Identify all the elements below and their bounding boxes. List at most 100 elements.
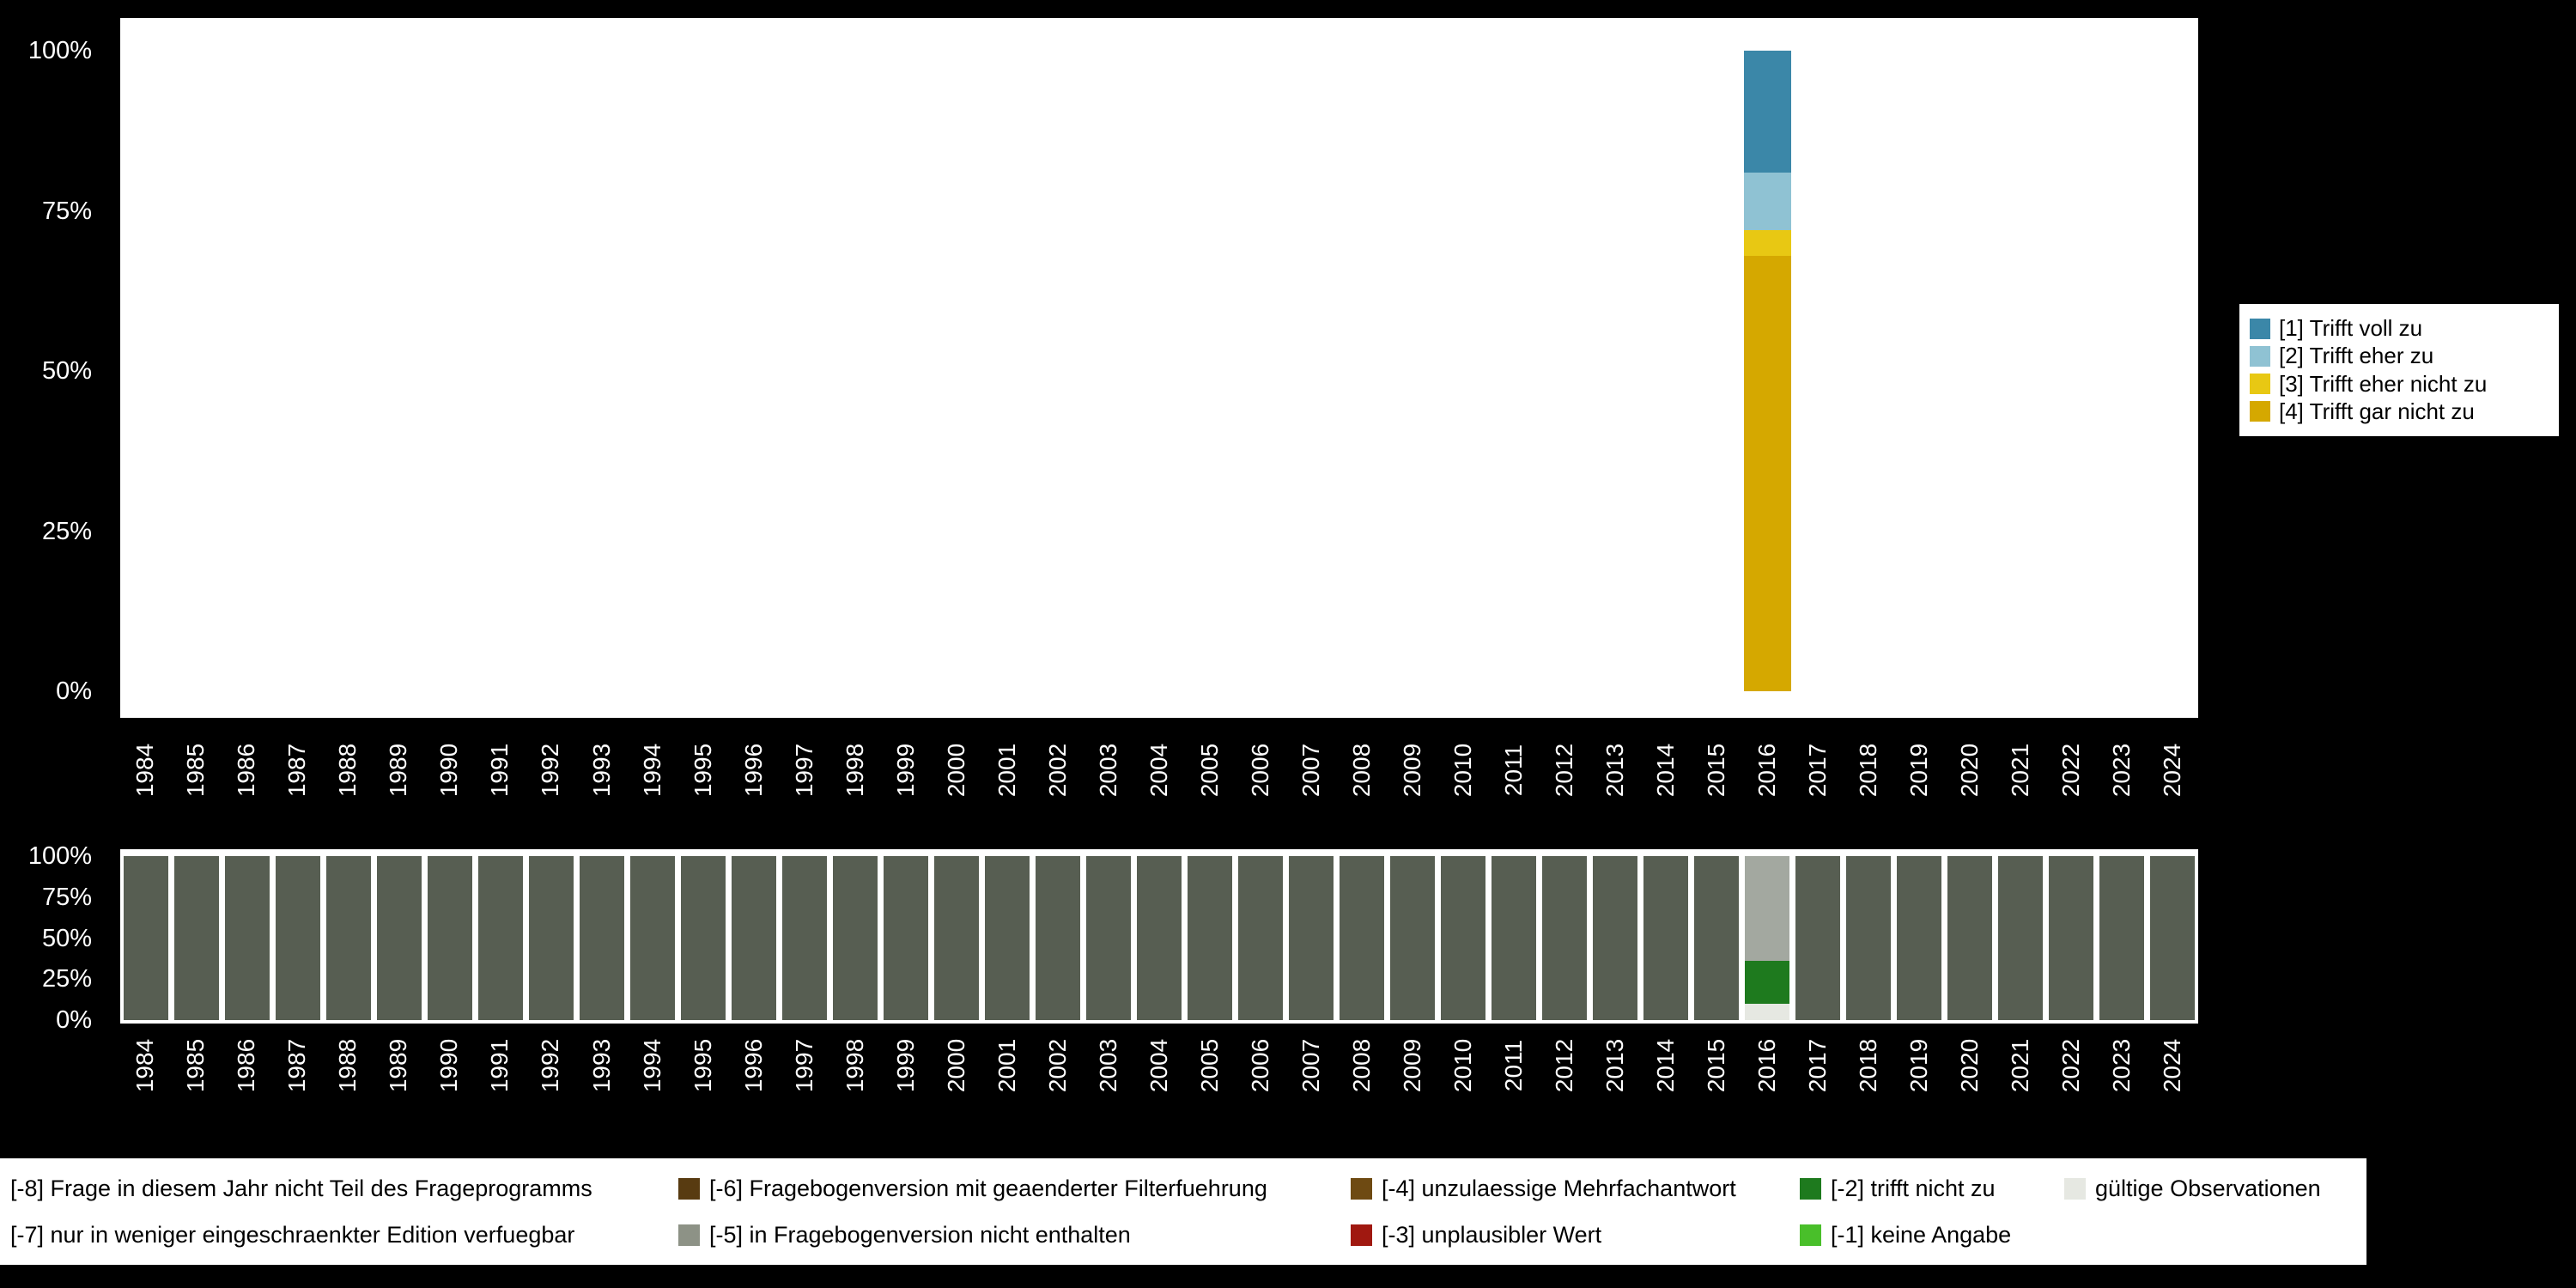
x-axis-tick: 1997 [779,1027,829,1104]
values-y-axis: 0% 25% 50% 75% 100% [0,0,92,1288]
missing-legend-label: [-1] keine Angabe [1831,1221,2012,1248]
bar-segment [883,856,928,1020]
x-axis-label: 1986 [233,1038,260,1093]
x-axis-label: 2015 [1702,743,1729,798]
x-axis-label: 1992 [537,743,564,798]
x-axis-tick: 1993 [576,732,627,809]
missing-legend-swatch [678,1177,700,1200]
x-axis-tick: 1998 [829,732,880,809]
x-axis-tick: 2004 [1133,1027,1184,1104]
x-axis-label: 1993 [587,1038,615,1093]
x-axis-label: 2006 [1246,1038,1273,1093]
x-axis-label: 2017 [1804,1038,1832,1093]
bar-segment [1188,856,1233,1020]
x-axis-label: 2007 [1297,1038,1324,1093]
x-axis-tick: 1992 [526,732,576,809]
missing-legend-item: [-1] keine Angabe [1800,1219,2011,1250]
x-axis-tick: 1987 [272,1027,323,1104]
x-axis-tick: 1999 [880,1027,931,1104]
bar-segment [1743,255,1791,691]
x-axis-tick: 2022 [2046,732,2097,809]
x-axis-label: 2015 [1702,1038,1729,1093]
x-axis-tick: 2011 [1488,1027,1539,1104]
x-axis-label: 2022 [2057,1038,2085,1093]
missing-legend-item: gültige Observationen [2064,1173,2321,1204]
x-axis-tick: 2001 [981,732,1032,809]
bar-segment [1492,856,1537,1020]
x-axis-label: 2013 [1601,1038,1628,1093]
x-axis-tick: 2016 [1742,1027,1793,1104]
x-axis-label: 1991 [486,1038,513,1093]
x-axis-tick: 1990 [424,732,475,809]
bar-segment [275,856,320,1020]
bar-segment [1947,856,1993,1020]
x-axis-tick: 2009 [1387,1027,1437,1104]
legend-item: [1] Trifft voll zu [2250,315,2549,341]
bar-segment [1743,229,1791,256]
x-axis-tick: 2015 [1691,1027,1741,1104]
legend-values: [1] Trifft voll zu [2] Trifft eher zu [3… [2239,304,2559,436]
x-axis-label: 2016 [1753,1038,1781,1093]
bar-segment [933,856,979,1020]
x-axis-label: 1985 [182,743,210,798]
bar-segment [1643,856,1689,1020]
x-axis-tick: 2021 [1996,732,2046,809]
y-axis-label: 50% [41,357,92,385]
x-axis-label: 1991 [486,743,513,798]
x-axis-tick: 2005 [1184,732,1235,809]
x-axis-label: 2017 [1804,743,1832,798]
x-axis-tick: 1989 [374,732,424,809]
legend-item: [4] Trifft gar nicht zu [2250,398,2549,424]
x-axis-tick: 2019 [1894,1027,1945,1104]
x-axis-label: 2001 [993,1038,1020,1093]
x-axis-label: 1988 [334,743,361,798]
missing-legend-label: [-4] unzulaessige Mehrfachantwort [1382,1175,1736,1201]
missing-legend-item: [-8] Frage in diesem Jahr nicht Teil des… [10,1173,592,1204]
x-axis-tick: 2003 [1083,1027,1133,1104]
x-axis-tick: 2006 [1235,1027,1285,1104]
x-axis-tick: 2002 [1032,732,1083,809]
x-axis-label: 2018 [1855,743,1882,798]
x-axis-label: 2009 [1398,1038,1425,1093]
x-axis-label: 2022 [2057,743,2085,798]
x-axis-tick: 2012 [1539,1027,1589,1104]
missing-legend-swatch [1351,1177,1372,1200]
x-axis-tick: 2015 [1691,732,1741,809]
x-axis-label: 2008 [1347,1038,1375,1093]
bar-segment [1745,1003,1790,1020]
x-axis-label: 2007 [1297,743,1324,798]
bar-segment [1035,856,1080,1020]
x-axis-tick: 2002 [1032,1027,1083,1104]
x-axis-label: 1998 [841,743,868,798]
x-axis-tick: 1986 [222,732,272,809]
x-axis-label: 2000 [942,743,969,798]
bar-segment [1745,856,1790,962]
y-axis-label: 100% [27,37,92,64]
x-axis-tick: 2020 [1945,1027,1996,1104]
bar-segment [1694,856,1740,1020]
bar-segment [832,856,878,1020]
bar-segment [325,856,371,1020]
x-axis-label: 2012 [1550,1038,1577,1093]
x-axis-tick: 1991 [475,1027,526,1104]
x-axis-label: 2009 [1398,743,1425,798]
x-axis-tick: 1984 [120,732,171,809]
bar-segment [123,856,168,1020]
x-axis-tick: 1996 [728,732,779,809]
bar-segment [1441,856,1486,1020]
x-axis-label: 2001 [993,743,1020,798]
legend-label: [1] Trifft voll zu [2279,315,2423,341]
legend-missings: [-8] Frage in diesem Jahr nicht Teil des… [0,1158,2366,1265]
x-axis-tick: 1991 [475,732,526,809]
x-axis-tick: 2014 [1640,732,1691,809]
bar-segment [2049,856,2094,1020]
y-axis-label: 25% [41,965,92,993]
x-axis-label: 2019 [1905,1038,1933,1093]
x-axis-label: 1998 [841,1038,868,1093]
x-axis-tick: 2009 [1387,732,1437,809]
legend-label: [2] Trifft eher zu [2279,343,2434,369]
y-axis-label: 100% [27,842,92,870]
missing-legend-item: [-4] unzulaessige Mehrfachantwort [1351,1173,1736,1204]
y-axis-label: 0% [56,677,92,705]
missing-legend-swatch [1351,1224,1372,1246]
